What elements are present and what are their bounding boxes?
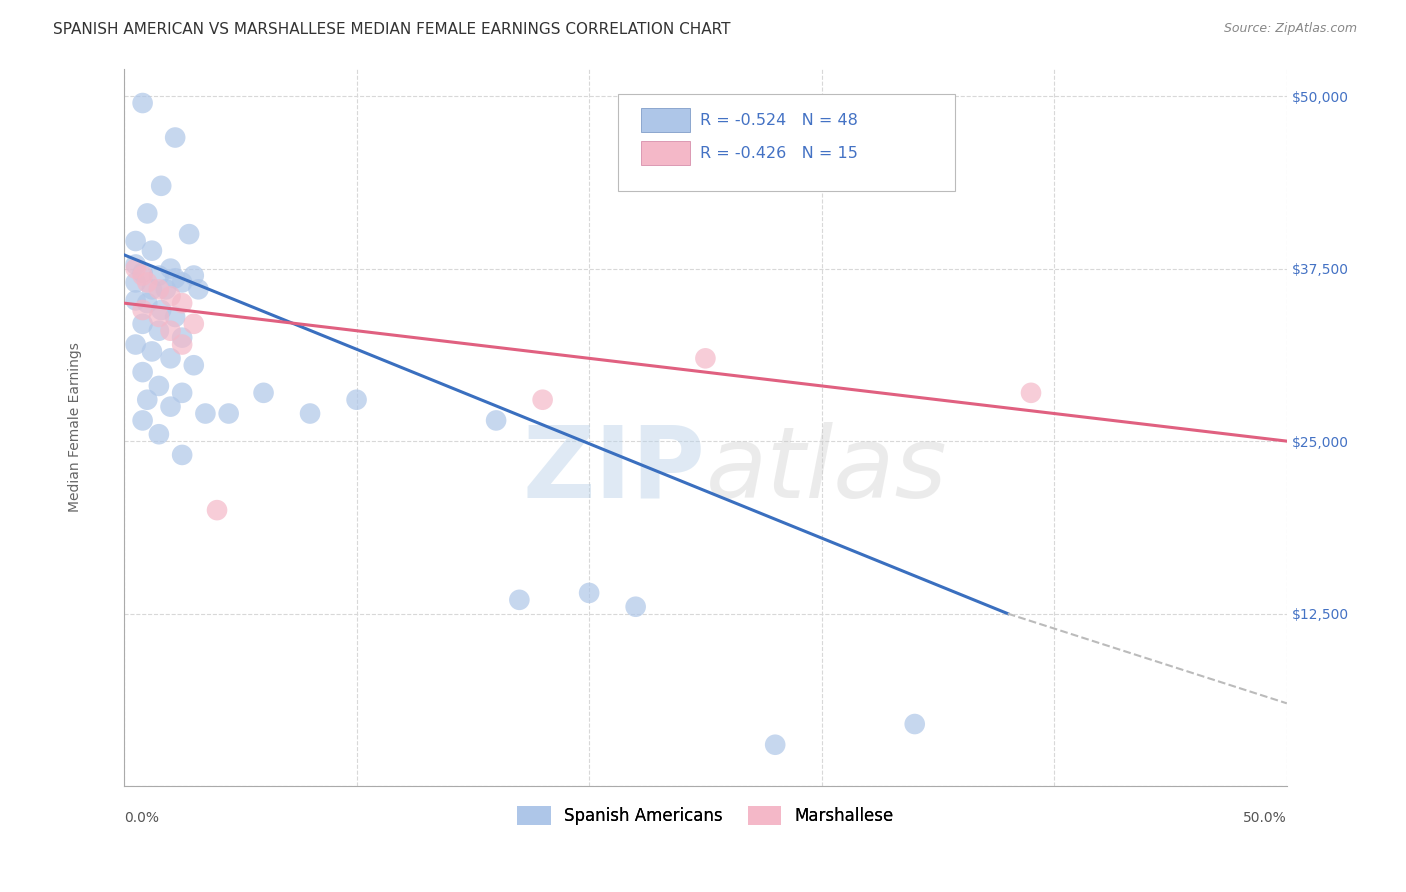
Point xyxy=(172,276,194,290)
Point xyxy=(159,324,181,338)
Text: SPANISH AMERICAN VS MARSHALLESE MEDIAN FEMALE EARNINGS CORRELATION CHART: SPANISH AMERICAN VS MARSHALLESE MEDIAN F… xyxy=(53,22,731,37)
Point xyxy=(252,385,274,400)
Point xyxy=(218,407,240,421)
Point xyxy=(183,358,205,372)
Point xyxy=(485,413,508,427)
Point xyxy=(131,317,153,331)
Point xyxy=(172,331,194,345)
Point xyxy=(172,296,194,310)
Point xyxy=(131,413,153,427)
Point xyxy=(205,503,228,517)
Text: Source: ZipAtlas.com: Source: ZipAtlas.com xyxy=(1223,22,1357,36)
Point xyxy=(159,351,181,366)
FancyBboxPatch shape xyxy=(641,108,690,132)
Point xyxy=(172,337,194,351)
Point xyxy=(124,234,146,248)
Point xyxy=(148,310,170,324)
Point xyxy=(131,365,153,379)
Point xyxy=(763,738,786,752)
Point xyxy=(148,282,170,296)
Point xyxy=(695,351,717,366)
Point xyxy=(141,344,163,359)
Point xyxy=(624,599,647,614)
Point xyxy=(131,95,153,110)
Point xyxy=(141,244,163,258)
Point xyxy=(148,268,170,283)
Point xyxy=(165,310,187,324)
Point xyxy=(299,407,322,421)
Point xyxy=(141,282,163,296)
Point xyxy=(124,293,146,308)
Point xyxy=(578,586,600,600)
Point xyxy=(165,271,187,285)
Text: R = -0.524   N = 48: R = -0.524 N = 48 xyxy=(700,112,858,128)
Point xyxy=(131,268,153,283)
Point xyxy=(183,317,205,331)
Point xyxy=(124,258,146,272)
Text: Median Female Earnings: Median Female Earnings xyxy=(67,343,82,512)
Point xyxy=(136,296,159,310)
Point xyxy=(131,303,153,318)
Point xyxy=(159,289,181,303)
Point xyxy=(150,178,173,193)
Point xyxy=(187,282,209,296)
Point xyxy=(159,261,181,276)
Point xyxy=(1019,385,1042,400)
Point xyxy=(124,276,146,290)
Point xyxy=(179,227,201,241)
Point xyxy=(136,276,159,290)
Point xyxy=(136,206,159,220)
Point xyxy=(194,407,217,421)
Point xyxy=(172,448,194,462)
Point xyxy=(155,282,177,296)
Text: atlas: atlas xyxy=(706,422,948,519)
Text: R = -0.426   N = 15: R = -0.426 N = 15 xyxy=(700,145,858,161)
Point xyxy=(148,379,170,393)
FancyBboxPatch shape xyxy=(619,94,956,191)
Point xyxy=(150,303,173,318)
Text: ZIP: ZIP xyxy=(523,422,706,519)
Point xyxy=(346,392,368,407)
Point xyxy=(531,392,554,407)
Point xyxy=(172,385,194,400)
Point xyxy=(165,130,187,145)
Legend: Spanish Americans, Marshallese: Spanish Americans, Marshallese xyxy=(510,799,900,831)
Point xyxy=(124,337,146,351)
Point xyxy=(131,266,153,280)
Text: 50.0%: 50.0% xyxy=(1243,811,1286,825)
Point xyxy=(159,400,181,414)
Point xyxy=(124,261,146,276)
Point xyxy=(904,717,927,731)
Point xyxy=(183,268,205,283)
Text: 0.0%: 0.0% xyxy=(124,811,159,825)
FancyBboxPatch shape xyxy=(641,141,690,165)
Point xyxy=(148,427,170,442)
Point xyxy=(136,392,159,407)
Point xyxy=(508,592,530,607)
Point xyxy=(148,324,170,338)
